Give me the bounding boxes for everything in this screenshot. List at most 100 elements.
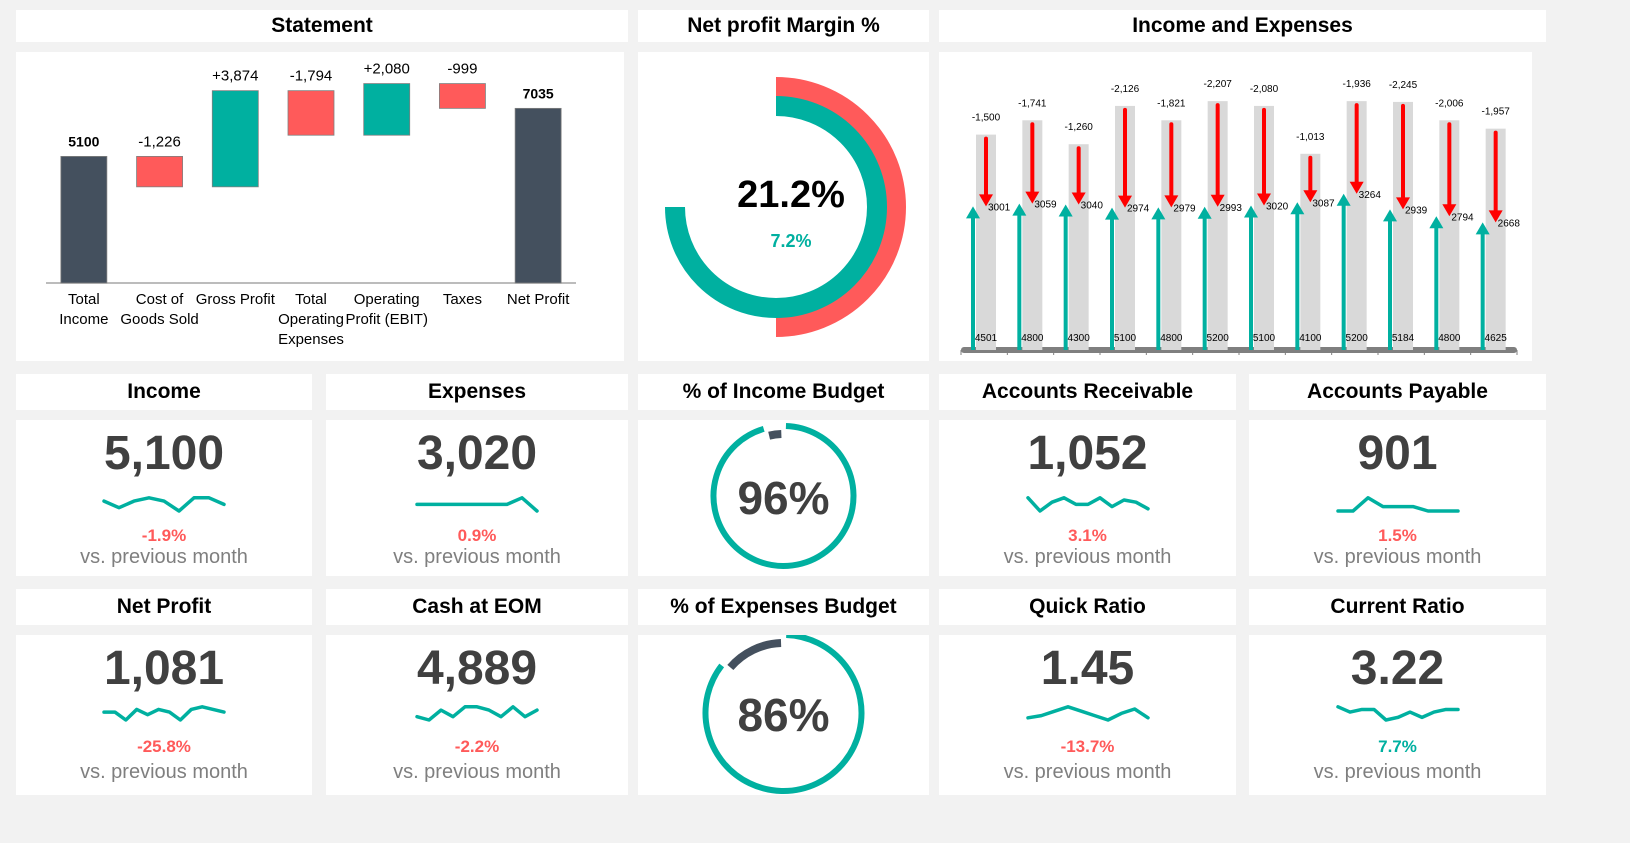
net-profit-margin-panel: 21.2% 7.2% [638, 52, 929, 361]
ie-income-bar [1346, 101, 1367, 350]
current-ratio-comparison-label: vs. previous month [1313, 761, 1482, 783]
ie-net-arrowhead [1012, 203, 1027, 216]
waterfall-data-label: -999 [447, 61, 477, 78]
ie-income-bar [1393, 101, 1413, 350]
current-ratio-header: Current Ratio [1249, 589, 1546, 625]
ie-income-bar [1485, 128, 1506, 350]
ie-expense-arrowhead [1118, 195, 1132, 208]
ie-income-label: 4100 [1299, 333, 1322, 344]
ie-income-bar [1300, 153, 1321, 350]
ie-expense-label: -1,741 [1018, 98, 1047, 109]
ie-expense-arrowhead [1488, 210, 1503, 223]
waterfall-data-label: -1,226 [138, 133, 181, 150]
ie-income-bar [1022, 120, 1043, 351]
waterfall-category-label: Income [59, 311, 108, 328]
sparkline-path [102, 705, 226, 722]
net-profit-sparkline [102, 705, 226, 722]
expenses-title: Expenses [427, 380, 527, 403]
accounts-receivable-card: 1,052 3.1% vs. previous month [939, 420, 1236, 576]
quick-ratio-header: Quick Ratio [939, 589, 1236, 625]
waterfall-data-label: +2,080 [364, 61, 410, 78]
statement-header: Statement [16, 10, 628, 42]
sparkline-path [1025, 705, 1150, 722]
income-expenses-title: Income and Expenses [1132, 14, 1353, 37]
ie-expense-label: -2,126 [1111, 84, 1140, 95]
ie-expense-arrowhead [1396, 197, 1410, 210]
of-income-budget-value: 96% [737, 472, 829, 524]
of-expenses-budget-gauge: 86% [702, 635, 865, 794]
ie-income-label: 5184 [1392, 333, 1415, 344]
sparkline-path [1335, 705, 1460, 722]
ie-expense-arrowhead [1442, 204, 1457, 217]
budget-progress-arc [702, 635, 865, 794]
accounts-receivable-value: 1,052 [1027, 427, 1148, 480]
budget-remaining-arc [768, 430, 782, 440]
ie-net-arrowhead [1429, 216, 1444, 229]
cash-at-eom-change: -2.2% [454, 737, 500, 756]
of-income-budget-header: % of Income Budget [638, 374, 929, 410]
current-ratio-title: Current Ratio [1330, 595, 1465, 618]
ie-net-label: 3040 [1081, 201, 1104, 212]
ie-net-arrowhead [1290, 202, 1305, 215]
net-profit-margin-gauge: 21.2% 7.2% [665, 77, 906, 337]
ie-net-label: 3001 [988, 202, 1011, 213]
ie-net-label: 3087 [1312, 198, 1335, 209]
waterfall-bar [439, 83, 486, 109]
ie-expense-label: -1,260 [1064, 122, 1093, 133]
of-income-budget-card: 96% [638, 420, 929, 576]
accounts-payable-header: Accounts Payable [1249, 374, 1546, 410]
ie-net-label: 2939 [1405, 205, 1428, 216]
waterfall-bar [287, 90, 335, 136]
quick-ratio-title: Quick Ratio [1029, 595, 1146, 618]
ie-net-label: 3059 [1034, 200, 1057, 211]
ie-income-label: 5200 [1207, 333, 1230, 344]
current-ratio-value: 3.22 [1350, 642, 1445, 695]
income-card: 5,100 -1.9% vs. previous month [16, 420, 312, 576]
ie-expense-label: -1,936 [1342, 79, 1371, 90]
quick-ratio-change: -13.7% [1060, 737, 1115, 756]
accounts-receivable-comparison-label: vs. previous month [1003, 546, 1172, 568]
quick-ratio-value: 1.45 [1040, 642, 1135, 695]
income-expenses-panel: -1,500 3001 4501 -1,741 3059 4800 -1,260 3040 43… [939, 52, 1532, 361]
statement-title: Statement [271, 14, 373, 37]
ie-income-label: 4501 [975, 333, 998, 344]
ie-net-arrowhead [966, 206, 980, 219]
income-expenses-header: Income and Expenses [939, 10, 1546, 42]
accounts-receivable-header: Accounts Receivable [939, 374, 1236, 410]
ie-expense-label: -1,013 [1296, 132, 1325, 143]
waterfall-category-label: Total [68, 291, 100, 308]
cash-at-eom-title: Cash at EOM [412, 595, 542, 618]
waterfall-category-label: Operating [354, 291, 420, 308]
of-expenses-budget-header: % of Expenses Budget [638, 589, 929, 625]
ie-expense-label: -2,245 [1389, 80, 1418, 91]
ie-income-label: 4800 [1021, 333, 1044, 344]
ie-net-arrowhead [1244, 205, 1258, 218]
cash-at-eom-card: 4,889 -2.2% vs. previous month [326, 635, 628, 795]
accounts-payable-change: 1.5% [1378, 526, 1417, 545]
ie-net-arrowhead [1197, 206, 1212, 219]
ie-net-label: 2794 [1451, 212, 1474, 223]
waterfall-data-label: -1,794 [290, 68, 333, 85]
income-header: Income [16, 374, 312, 410]
expenses-change: 0.9% [457, 526, 497, 545]
ie-net-label: 3020 [1266, 201, 1289, 212]
ie-expense-label: -2,080 [1250, 84, 1279, 95]
net-profit-header: Net Profit [16, 589, 312, 625]
accounts-payable-value: 901 [1357, 427, 1438, 480]
ie-net-label: 2668 [1498, 218, 1521, 229]
ie-income-label: 5200 [1346, 333, 1369, 344]
ie-net-label: 2993 [1220, 203, 1243, 214]
sparkline-path [415, 705, 539, 722]
ie-expense-label: -1,821 [1157, 98, 1186, 109]
expenses-comparison-label: vs. previous month [393, 546, 561, 568]
ie-expense-arrowhead [1025, 191, 1040, 204]
ie-net-label: 3264 [1359, 190, 1382, 201]
ie-expense-arrowhead [1071, 192, 1086, 205]
ie-expense-arrowhead [979, 194, 993, 207]
ie-net-arrowhead [1058, 204, 1073, 217]
ie-expense-arrowhead [1349, 181, 1364, 194]
net-profit-comparison-label: vs. previous month [80, 761, 248, 783]
ie-income-label: 4800 [1160, 333, 1183, 344]
waterfall-bar [514, 107, 562, 284]
ie-income-bar [1254, 105, 1274, 350]
